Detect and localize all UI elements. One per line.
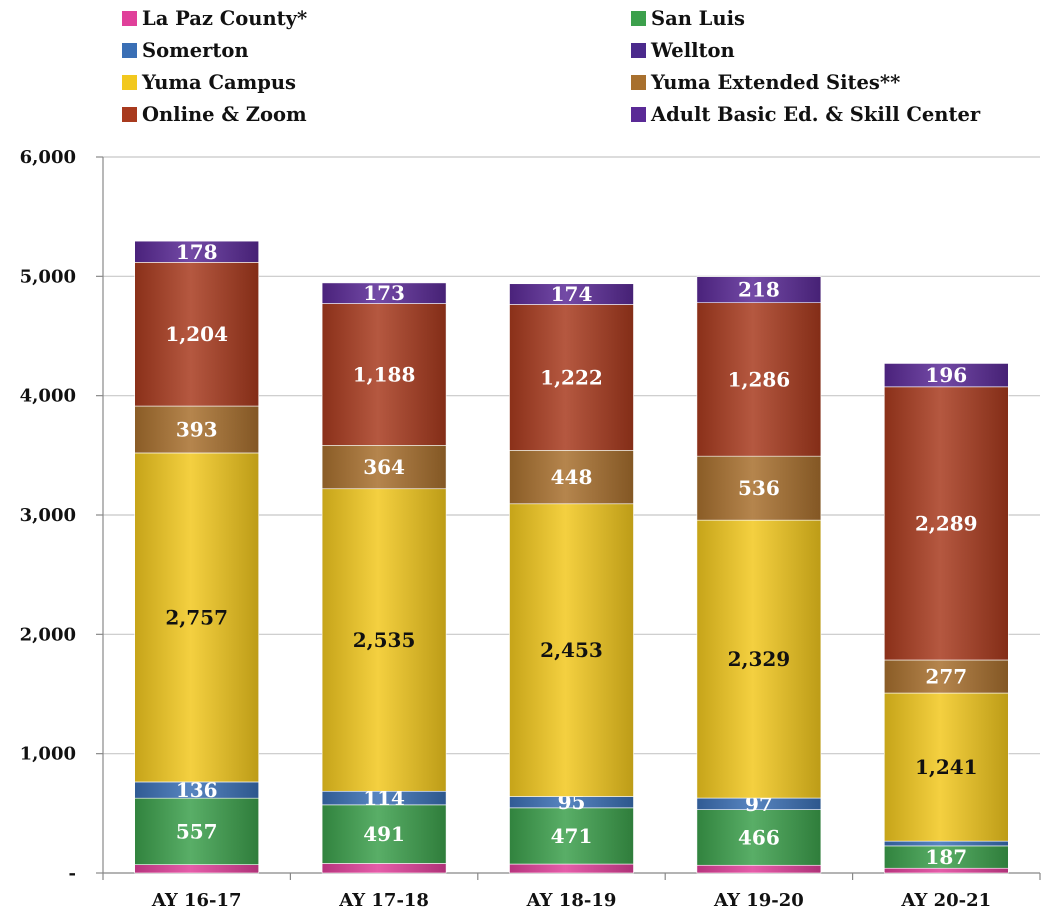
legend-swatch [122, 10, 137, 26]
bar-segment [134, 452, 259, 783]
bar-segment [883, 692, 1009, 842]
bar-segment [696, 276, 822, 304]
legend-label: Adult Basic Ed. & Skill Center [651, 102, 981, 126]
bar-segment [696, 864, 822, 874]
data-label: 1,241 [915, 755, 978, 779]
data-label: 187 [925, 845, 967, 869]
bar-segment [321, 804, 447, 864]
data-label: 174 [551, 282, 593, 306]
x-tick-label: AY 16-17 [151, 890, 242, 911]
data-label: 2,535 [353, 628, 416, 652]
bar-segment [134, 262, 259, 407]
bar-segment [883, 840, 1009, 847]
legend-swatch [631, 106, 646, 122]
bar-segment [321, 303, 447, 446]
legend-label: Yuma Campus [142, 70, 297, 94]
chart-legend: La Paz County* San Luis Somerton Wellton Yum… [0, 0, 1041, 135]
data-label: 218 [738, 278, 780, 302]
data-label: 2,757 [165, 605, 228, 629]
data-label: 536 [738, 476, 780, 500]
data-label: 364 [363, 455, 405, 479]
legend-item: Yuma Campus [122, 68, 296, 96]
y-tick-label: 3,000 [20, 505, 76, 526]
data-label: 2,289 [915, 511, 978, 535]
data-label: 448 [551, 465, 593, 489]
bar-segment [134, 240, 259, 263]
data-label: 1,204 [165, 322, 228, 346]
bar-segment [696, 519, 822, 799]
legend-label: Yuma Extended Sites** [651, 70, 901, 94]
bar-segment [696, 302, 822, 457]
x-tick-label: AY 18-19 [526, 890, 617, 911]
data-label: 1,222 [540, 365, 603, 389]
data-label: 393 [176, 417, 218, 441]
bar-segment [696, 455, 822, 521]
data-label: 2,453 [540, 638, 603, 662]
data-label: 1,286 [728, 367, 791, 391]
y-tick-label: 5,000 [20, 266, 76, 287]
legend-item: Wellton [631, 36, 735, 64]
legend-item: Online & Zoom [122, 100, 307, 128]
bar-segment [321, 863, 447, 874]
bar-segment [883, 363, 1009, 388]
y-tick-label: 6,000 [20, 147, 76, 168]
legend-swatch [631, 10, 646, 26]
bar-segment [134, 864, 259, 874]
data-label: 173 [363, 281, 405, 305]
bar-segment [509, 450, 634, 505]
bar-segment [509, 863, 634, 874]
legend-label: Somerton [142, 38, 249, 62]
x-tick-label: AY 17-18 [338, 890, 429, 911]
legend-swatch [122, 74, 137, 90]
bar-segment [134, 797, 259, 865]
y-tick-label: - [69, 863, 76, 884]
legend-label: La Paz County* [142, 6, 308, 30]
legend-swatch [631, 42, 646, 58]
legend-swatch [122, 106, 137, 122]
bar-segment [321, 445, 447, 490]
legend-item: San Luis [631, 4, 745, 32]
y-tick-label: 2,000 [20, 624, 76, 645]
data-label: 178 [176, 240, 218, 264]
x-tick-label: AY 19-20 [713, 890, 804, 911]
legend-label: Online & Zoom [142, 102, 307, 126]
bar-segment [509, 304, 634, 451]
bar-segment [509, 503, 634, 797]
data-label: 277 [925, 665, 967, 689]
legend-label: Wellton [651, 38, 735, 62]
data-label: 1,188 [353, 362, 416, 386]
y-tick-label: 4,000 [20, 386, 76, 407]
legend-item: Somerton [122, 36, 249, 64]
data-label: 471 [551, 824, 593, 848]
legend-item: Yuma Extended Sites** [631, 68, 900, 96]
bar-segment [883, 386, 1009, 661]
legend-item: La Paz County* [122, 4, 307, 32]
y-tick-label: 1,000 [20, 744, 76, 765]
bar-segment [321, 488, 447, 792]
bar-segment [321, 282, 447, 304]
data-label: 196 [925, 363, 967, 387]
data-label: 466 [738, 825, 780, 849]
legend-item: Adult Basic Ed. & Skill Center [631, 100, 980, 128]
data-label: 557 [176, 819, 218, 843]
legend-swatch [631, 74, 646, 90]
legend-label: San Luis [651, 6, 745, 30]
legend-swatch [122, 42, 137, 58]
bar-segment [509, 283, 634, 305]
bar-segment [134, 405, 259, 454]
data-label: 2,329 [728, 647, 791, 671]
bar-segment [509, 807, 634, 865]
x-tick-label: AY 20-21 [900, 890, 991, 911]
data-label: 491 [363, 822, 405, 846]
